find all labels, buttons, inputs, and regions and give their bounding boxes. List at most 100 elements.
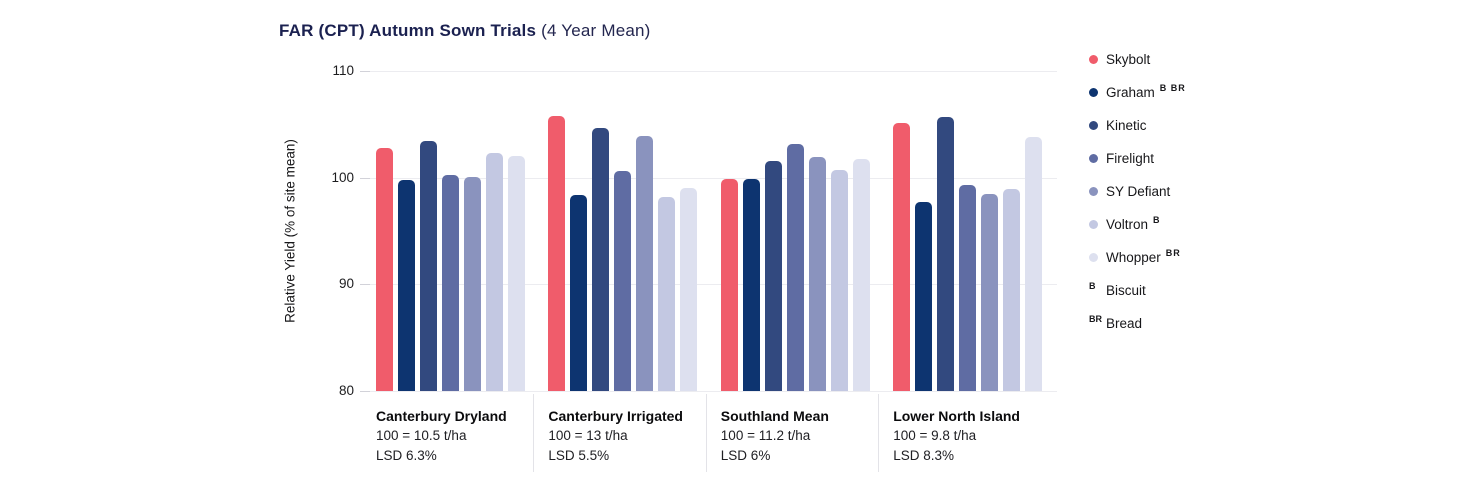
legend-superscript: B xyxy=(1153,215,1161,225)
category-divider xyxy=(533,394,535,472)
category-label-canterbury-dryland: Canterbury Dryland 100 = 10.5 t/ha LSD 6.3… xyxy=(376,406,546,466)
bar-voltron-canterbury-irrigated xyxy=(658,196,676,391)
y-axis-tick-label: 110 xyxy=(332,63,354,78)
legend-label: Kinetic xyxy=(1106,117,1147,133)
legend-dot xyxy=(1089,153,1098,163)
axis-tick xyxy=(360,71,370,72)
bar-skybolt-canterbury-irrigated xyxy=(548,115,566,391)
legend-superscript: BR xyxy=(1165,248,1181,258)
category-lsd: LSD 5.5% xyxy=(548,448,610,463)
legend-footnote-biscuit: B Biscuit xyxy=(1089,280,1186,300)
category-site-mean: 100 = 13 t/ha xyxy=(548,428,628,443)
category-label-lower-north-island: Lower North Island 100 = 9.8 t/ha LSD 8.3% xyxy=(893,406,1063,466)
category-name: Canterbury Irrigated xyxy=(548,408,683,424)
bar-skybolt-southland-mean xyxy=(720,178,738,391)
category-name: Southland Mean xyxy=(720,408,829,424)
legend-label: Bread xyxy=(1106,315,1143,331)
axis-tick xyxy=(360,391,370,392)
legend: Skybolt Graham B BR Kinetic Firelight SY Defi… xyxy=(1089,49,1186,333)
bar-skybolt-lower-north-island xyxy=(893,123,911,391)
bar-group-canterbury-dryland xyxy=(376,71,525,391)
legend-label: Skybolt xyxy=(1106,51,1151,67)
bar-firelight-lower-north-island xyxy=(959,185,977,391)
legend-footnote-bread: BR Bread xyxy=(1089,313,1186,333)
bar-kinetic-canterbury-dryland xyxy=(420,141,437,391)
bar-sy-defiant-canterbury-dryland xyxy=(464,176,481,391)
category-divider xyxy=(878,394,880,472)
bar-kinetic-southland-mean xyxy=(764,160,782,391)
legend-item-whopper: Whopper BR xyxy=(1089,247,1186,267)
category-label-southland-mean: Southland Mean 100 = 11.2 t/ha LSD 6% xyxy=(721,406,891,466)
legend-dot xyxy=(1089,219,1098,229)
category-lsd: LSD 6.3% xyxy=(376,448,437,463)
bar-firelight-canterbury-dryland xyxy=(442,174,459,391)
bar-whopper-canterbury-dryland xyxy=(508,156,525,391)
category-site-mean: 100 = 9.8 t/ha xyxy=(893,428,977,443)
legend-item-voltron: Voltron B xyxy=(1089,214,1186,234)
legend-label: Biscuit xyxy=(1106,282,1146,298)
bar-group-southland-mean xyxy=(720,71,870,391)
plot-area xyxy=(360,71,1057,392)
legend-label: Whopper xyxy=(1106,249,1161,265)
bar-graham-southland-mean xyxy=(742,178,760,391)
bar-voltron-lower-north-island xyxy=(1003,189,1021,391)
legend-superscript: B BR xyxy=(1159,83,1186,93)
axis-tick xyxy=(360,284,370,286)
legend-item-graham: Graham B BR xyxy=(1089,82,1186,102)
bar-skybolt-canterbury-dryland xyxy=(376,147,393,391)
bar-sy-defiant-canterbury-irrigated xyxy=(636,136,654,391)
bar-graham-lower-north-island xyxy=(915,202,933,391)
footnote-prefix: BR xyxy=(1089,314,1102,324)
legend-dot xyxy=(1089,87,1098,97)
category-name: Lower North Island xyxy=(893,408,1020,424)
legend-dot xyxy=(1089,252,1098,262)
gridline-90 xyxy=(360,284,1057,286)
category-site-mean: 100 = 11.2 t/ha xyxy=(720,428,811,443)
legend-item-sy-defiant: SY Defiant xyxy=(1089,181,1186,201)
legend-dot xyxy=(1089,54,1098,64)
legend-item-kinetic: Kinetic xyxy=(1089,115,1186,135)
legend-item-skybolt: Skybolt xyxy=(1089,49,1186,69)
category-site-mean: 100 = 10.5 t/ha xyxy=(376,428,467,443)
category-lsd: LSD 6% xyxy=(720,448,771,463)
bar-sy-defiant-lower-north-island xyxy=(981,193,999,391)
chart-title-subtitle: (4 Year Mean) xyxy=(541,21,651,40)
y-axis-tick-label: 100 xyxy=(331,169,354,185)
y-axis-tick-label: 90 xyxy=(338,276,354,292)
legend-label: Firelight xyxy=(1106,150,1155,166)
gridline-80 xyxy=(360,391,1057,392)
legend-item-firelight: Firelight xyxy=(1089,148,1186,168)
category-lsd: LSD 8.3% xyxy=(893,448,954,463)
bar-firelight-southland-mean xyxy=(786,143,804,391)
bar-sy-defiant-southland-mean xyxy=(808,157,826,391)
footnote-prefix: B xyxy=(1089,281,1096,291)
bar-whopper-lower-north-island xyxy=(1025,137,1043,391)
chart-title-main: FAR (CPT) Autumn Sown Trials xyxy=(279,21,537,40)
legend-dot xyxy=(1089,120,1098,130)
bar-kinetic-lower-north-island xyxy=(937,116,955,391)
bar-voltron-southland-mean xyxy=(830,170,848,391)
legend-label: Graham xyxy=(1106,84,1155,100)
bar-graham-canterbury-irrigated xyxy=(570,194,588,391)
category-name: Canterbury Dryland xyxy=(376,408,507,424)
bar-whopper-southland-mean xyxy=(852,158,870,391)
bar-voltron-canterbury-dryland xyxy=(486,153,503,391)
gridline-110 xyxy=(360,71,1057,72)
gridline-100 xyxy=(360,177,1057,179)
bar-firelight-canterbury-irrigated xyxy=(614,171,632,391)
bar-kinetic-canterbury-irrigated xyxy=(592,127,610,391)
legend-label: Voltron xyxy=(1106,216,1149,232)
bar-group-lower-north-island xyxy=(893,71,1043,391)
bar-graham-canterbury-dryland xyxy=(398,179,415,391)
category-label-canterbury-irrigated: Canterbury Irrigated 100 = 13 t/ha LSD 5.5… xyxy=(548,406,718,466)
axis-tick xyxy=(360,177,370,179)
chart-title: FAR (CPT) Autumn Sown Trials (4 Year Mean… xyxy=(279,21,651,41)
legend-dot xyxy=(1089,186,1098,196)
legend-label: SY Defiant xyxy=(1106,183,1171,199)
category-divider xyxy=(705,394,707,472)
bar-whopper-canterbury-irrigated xyxy=(680,188,698,391)
y-axis-title: Relative Yield (% of site mean) xyxy=(282,139,298,323)
y-axis-tick-label: 80 xyxy=(338,383,354,398)
bar-group-canterbury-irrigated xyxy=(548,71,698,391)
